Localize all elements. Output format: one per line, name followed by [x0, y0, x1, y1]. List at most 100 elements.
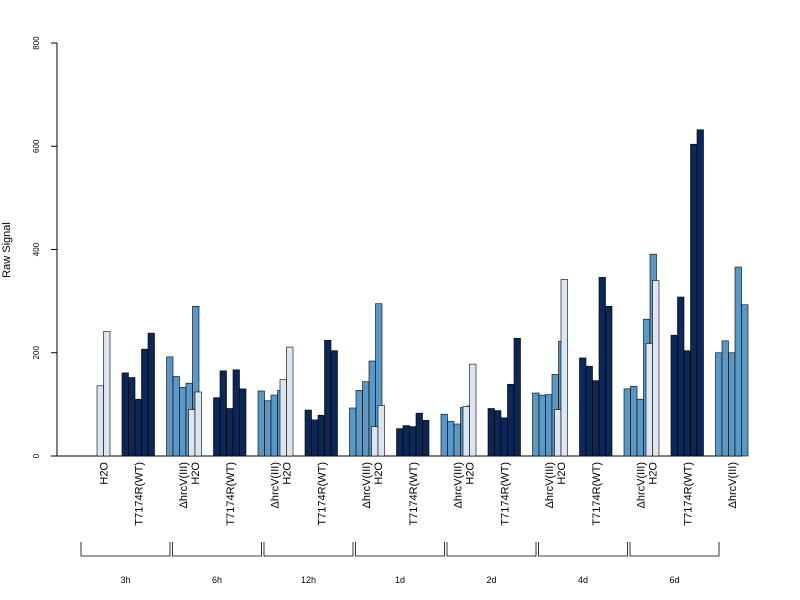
- timepoint-bracket: [355, 542, 445, 557]
- bar: [677, 296, 685, 457]
- timepoint-label: 4d: [578, 575, 588, 585]
- timepoint-bracket: [446, 542, 537, 557]
- bar: [652, 280, 660, 457]
- y-tick-label: 400: [32, 242, 41, 256]
- bar: [371, 426, 379, 457]
- bar: [741, 304, 749, 457]
- bar: [554, 409, 562, 457]
- bar: [213, 397, 221, 457]
- treatment-label: ΔhrcV(III): [635, 462, 647, 508]
- bar: [172, 376, 180, 457]
- bar: [415, 412, 423, 457]
- timepoint-label: 6d: [669, 575, 679, 585]
- bar: [545, 394, 553, 457]
- bar: [239, 388, 247, 457]
- y-axis: 0 200 400 600 800: [32, 36, 58, 458]
- bar: [402, 425, 410, 457]
- timepoint-bracket: [538, 542, 628, 557]
- bar: [462, 406, 470, 457]
- bar: [311, 419, 319, 457]
- timepoint-label: 6h: [212, 575, 222, 585]
- treatment-label: T7174R(WT): [316, 462, 328, 526]
- treatment-label: T7174R(WT): [499, 462, 511, 526]
- bar: [179, 387, 187, 457]
- bar: [121, 372, 129, 457]
- bar: [377, 405, 385, 457]
- bar: [96, 385, 104, 457]
- bar: [409, 426, 417, 457]
- y-tick-label: 600: [32, 139, 41, 153]
- bar: [317, 414, 325, 457]
- bar: [349, 407, 357, 457]
- bar: [166, 356, 174, 457]
- bars: [96, 129, 749, 457]
- bar: [715, 352, 723, 457]
- treatment-label: T7174R(WT): [408, 462, 420, 526]
- y-tick-label: 800: [32, 36, 41, 50]
- bar: [324, 340, 332, 457]
- timepoint-label: 2d: [486, 575, 496, 585]
- treatment-label: H2O: [99, 462, 111, 485]
- treatment-label: T7174R(WT): [591, 462, 603, 526]
- bar: [605, 305, 613, 457]
- treatment-label: ΔhrcV(III): [361, 462, 373, 508]
- bar: [226, 408, 234, 457]
- bar: [513, 337, 521, 457]
- bar: [560, 279, 568, 457]
- treatment-label: H2O: [282, 462, 294, 485]
- bar: [270, 394, 278, 457]
- bar: [362, 381, 370, 457]
- treatment-label: T7174R(WT): [682, 462, 694, 526]
- bar: [598, 277, 606, 457]
- bar: [330, 350, 338, 457]
- treatment-label: H2O: [373, 462, 385, 485]
- treatment-label: H2O: [648, 462, 660, 485]
- bar: [219, 370, 227, 457]
- treatment-label: ΔhrcV(III): [452, 462, 464, 508]
- bar: [440, 413, 448, 457]
- bar: [469, 363, 477, 457]
- treatment-label: ΔhrcV(III): [544, 462, 556, 508]
- treatment-label: T7174R(WT): [133, 462, 145, 526]
- treatment-label: T7174R(WT): [225, 462, 237, 526]
- timepoint-bracket: [629, 542, 720, 557]
- bar: [728, 352, 736, 457]
- timepoint-bracket: [172, 542, 262, 557]
- bar: [585, 365, 593, 457]
- timepoint-label: 1d: [395, 575, 405, 585]
- timepoint-brackets: [80, 542, 720, 557]
- timepoint-label: 3h: [120, 575, 130, 585]
- treatment-label: ΔhrcV(III): [727, 462, 739, 508]
- treatment-label: H2O: [465, 462, 477, 485]
- bar: [721, 340, 729, 457]
- bar: [279, 379, 287, 457]
- bar: [355, 390, 363, 457]
- bar: [128, 377, 136, 457]
- treatment-label: H2O: [556, 462, 568, 485]
- treatment-label: ΔhrcV(III): [269, 462, 281, 508]
- bar: [623, 388, 631, 457]
- treatment-label: H2O: [190, 462, 202, 485]
- bar: [507, 383, 515, 457]
- bar: [286, 346, 294, 457]
- bar: [636, 398, 644, 457]
- bar: [630, 386, 638, 457]
- y-tick-label: 200: [32, 346, 41, 360]
- bar: [147, 332, 155, 457]
- bar: [141, 348, 149, 457]
- bar: [447, 421, 455, 457]
- bar: [494, 410, 502, 457]
- bar: [232, 369, 240, 457]
- timepoint-bracket: [80, 542, 171, 557]
- bar: [538, 394, 546, 457]
- timepoint-label: 12h: [301, 575, 316, 585]
- timepoint-bracket: [263, 542, 354, 557]
- y-tick-label: 0: [32, 453, 41, 458]
- bar: [696, 129, 704, 457]
- bar: [103, 331, 111, 457]
- bar: [645, 343, 653, 457]
- bar: [690, 143, 698, 457]
- bar: [453, 423, 461, 457]
- treatment-labels: H2O T7174R(WT) ΔhrcV(III) H2O T7174R(WT) Δhrc…: [99, 462, 739, 526]
- treatment-label: ΔhrcV(III): [178, 462, 190, 508]
